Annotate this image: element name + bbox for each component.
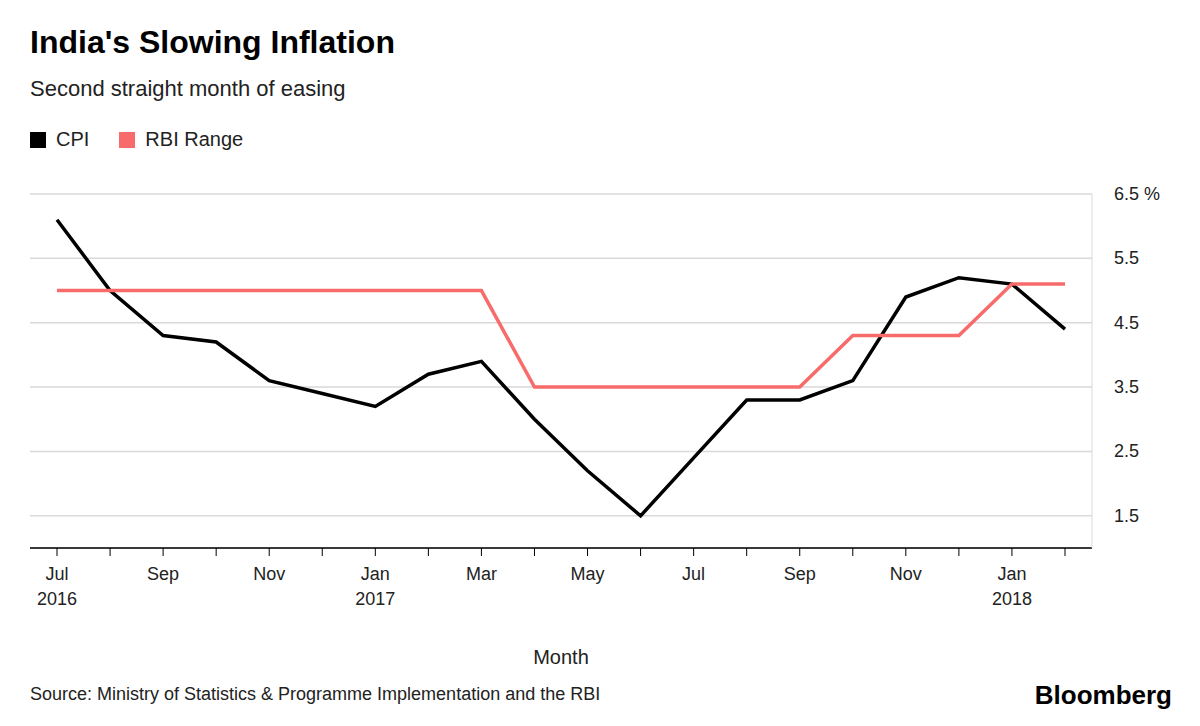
svg-text:Mar: Mar — [466, 564, 497, 584]
svg-text:6.5 %: 6.5 % — [1114, 184, 1160, 204]
html-text:Bloomberg: Bloomberg — [1034, 680, 1172, 710]
html-text:RBI Range: RBI Range — [145, 128, 244, 150]
html-text:Second straight month of easin: Second straight month of easing — [30, 76, 346, 101]
html-text:Month: Month — [533, 646, 589, 668]
svg-text:3.5: 3.5 — [1114, 377, 1139, 397]
svg-text:Nov: Nov — [890, 564, 922, 584]
svg-text:Sep: Sep — [784, 564, 816, 584]
html-text:CPI: CPI — [56, 128, 90, 150]
svg-text:2.5: 2.5 — [1114, 441, 1139, 461]
html-text:Source: Ministry of Statistics: Source: Ministry of Statistics & Program… — [30, 684, 601, 704]
svg-text:5.5: 5.5 — [1114, 248, 1139, 268]
svg-text:Jul2016: Jul2016 — [37, 564, 77, 609]
svg-text:May: May — [571, 564, 605, 584]
svg-text:Sep: Sep — [147, 564, 179, 584]
svg-text:Jan2017: Jan2017 — [355, 564, 395, 609]
svg-text:Jan2018: Jan2018 — [992, 564, 1032, 609]
svg-text:Jul: Jul — [682, 564, 705, 584]
svg-text:1.5: 1.5 — [1114, 506, 1139, 526]
svg-text:Nov: Nov — [253, 564, 285, 584]
html-text:India's Slowing Inflation: India's Slowing Inflation — [30, 24, 395, 60]
svg-text:4.5: 4.5 — [1114, 313, 1139, 333]
